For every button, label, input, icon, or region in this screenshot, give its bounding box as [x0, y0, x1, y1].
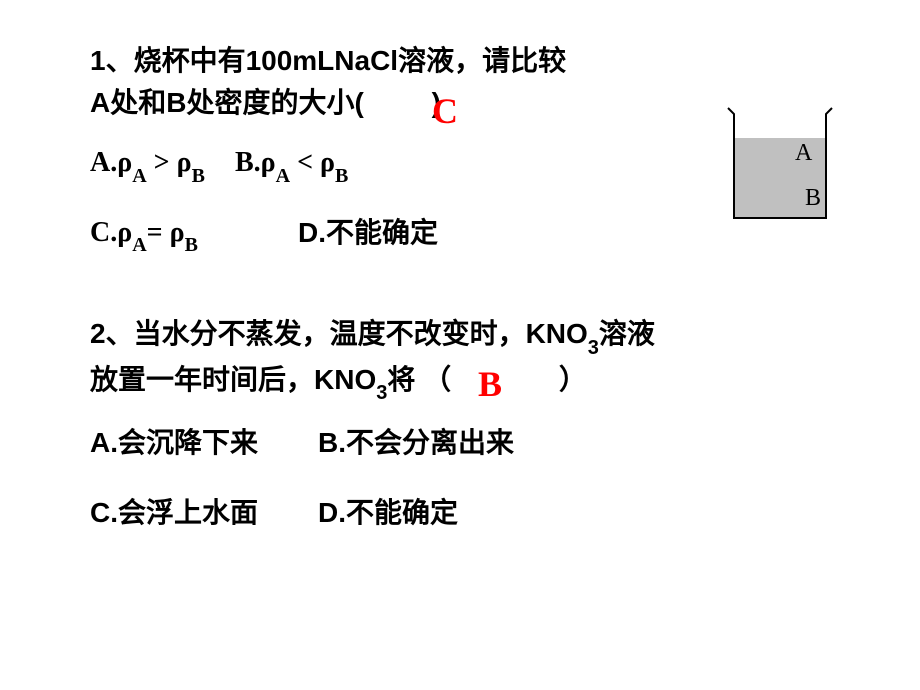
beaker-label-b: B: [805, 185, 821, 211]
q2-opt-d: D.不能确定: [318, 482, 458, 544]
q2-opt-b: B.不会分离出来: [318, 412, 514, 474]
q1-opt-c: C.ρA= ρB: [90, 202, 198, 264]
q2-row2: C.会浮上水面 D.不能确定: [90, 482, 830, 544]
q2-options: A.会沉降下来 B.不会分离出来 C.会浮上水面 D.不能确定: [90, 412, 830, 543]
question-2: 2、当水分不蒸发，温度不改变时，KNO3溶液 放置一年时间后，KNO3将 （ B…: [90, 313, 830, 543]
q2-l2-post: ）: [559, 364, 587, 395]
q1-row2: C.ρA= ρB D.不能确定: [90, 202, 830, 264]
q2-l2-mid: 将 （: [387, 364, 451, 395]
q1-line2-pre: A处和B处密度的大小(: [90, 87, 364, 118]
q2-opt-c: C.会浮上水面: [90, 482, 258, 544]
q1-text: 1、烧杯中有100mLNaCl溶液，请比较 A处和B处密度的大小( C ): [90, 40, 830, 124]
q2-answer: B: [478, 357, 502, 411]
q1-line1: 1、烧杯中有100mLNaCl溶液，请比较: [90, 45, 566, 76]
q2-l2-sub: 3: [376, 382, 387, 404]
q2-opt-a: A.会沉降下来: [90, 412, 258, 474]
q2-l1-post: 溶液: [599, 318, 655, 349]
q1-row1: A.ρA > ρB B.ρA < ρB: [90, 132, 830, 194]
q2-l2-pre: 放置一年时间后，KNO: [90, 364, 376, 395]
q2-text: 2、当水分不蒸发，温度不改变时，KNO3溶液 放置一年时间后，KNO3将 （ B…: [90, 313, 830, 404]
beaker-icon: A B: [720, 100, 840, 230]
q1-answer: C: [432, 84, 458, 138]
q1-opt-b: B.ρA < ρB: [235, 132, 348, 194]
q1-opt-a: A.ρA > ρB: [90, 132, 205, 194]
q1-options: A.ρA > ρB B.ρA < ρB C.ρA= ρB D.不能确定: [90, 132, 830, 263]
beaker-label-a: A: [795, 140, 813, 166]
question-1: 1、烧杯中有100mLNaCl溶液，请比较 A处和B处密度的大小( C ) A.…: [90, 40, 830, 263]
beaker-diagram: A B: [720, 100, 840, 235]
q2-row1: A.会沉降下来 B.不会分离出来: [90, 412, 830, 474]
q2-l1-pre: 2、当水分不蒸发，温度不改变时，KNO: [90, 318, 588, 349]
q1-opt-d: D.不能确定: [298, 202, 438, 264]
q2-l1-sub: 3: [588, 337, 599, 359]
